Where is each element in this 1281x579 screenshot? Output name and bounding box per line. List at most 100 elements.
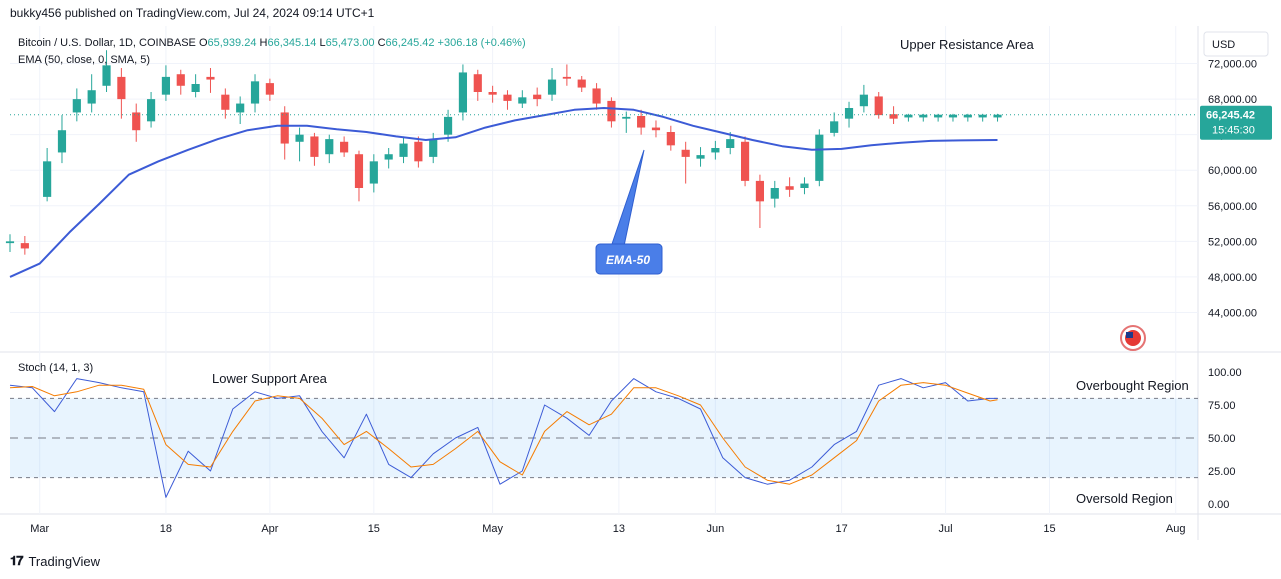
candle-body [429,139,438,157]
candle-body [815,134,824,181]
candle-body [325,139,334,155]
candle-body [340,141,349,153]
time-tick-label: 15 [1043,523,1055,535]
upper-resistance-annotation: Upper Resistance Area [900,37,1034,52]
tradingview-logo-icon: 𝟏𝟕 [10,553,24,568]
ema-legend: EMA (50, close, 0, SMA, 5) [18,54,150,66]
candle-body [146,99,156,122]
legend-value: +306.18 (+0.46%) [438,37,526,49]
ema-callout-box [595,243,663,275]
legend-value: C [378,37,386,49]
candle-body [830,121,839,133]
time-tick-label: Apr [261,523,278,535]
candle-body [414,141,423,162]
stoch-d-line [9,382,998,485]
legend-value: O [199,37,208,49]
ema-callout-label: EMA-50 [606,253,650,267]
candle-body [755,180,765,202]
candle-body [948,114,958,118]
candle-body [488,92,497,95]
candle-body [681,149,690,157]
candle-body [132,112,141,131]
stoch-k-line [9,378,998,498]
candle-body [473,74,482,92]
candle-body [919,114,928,118]
last-price-tag [1200,105,1272,140]
time-tick-label: 15 [368,523,380,535]
candle-body [354,154,364,188]
candle-body [399,143,408,157]
legend-value: L [319,37,325,49]
stoch-legend: Stoch (14, 1, 3) [18,362,93,374]
candle-body [443,116,453,135]
legend-value: 65,473.00 [326,37,378,49]
time-tick-label: 17 [835,523,847,535]
candle-body [384,154,393,160]
stoch-tick-label: 0.00 [1208,499,1229,511]
candle-body [622,116,631,119]
legend-value: Bitcoin / U.S. Dollar, 1D, COINBASE [18,37,199,49]
candle-body [934,114,943,118]
time-tick-label: 13 [613,523,625,535]
candle-body [547,79,557,95]
candle-body [206,76,215,80]
candle-body [770,188,779,199]
chart-area[interactable]: 72,000.0068,000.0064,000.0060,000.0056,0… [0,26,1281,540]
candle-body [726,139,735,148]
chart-svg[interactable]: 72,000.0068,000.0064,000.0060,000.0056,0… [0,26,1281,540]
price-tick-label: 68,000.00 [1208,94,1257,106]
last-price-label: 66,245.42 [1206,110,1255,122]
candle-body [696,155,705,159]
candle-body [43,161,52,197]
candle-body [518,97,527,104]
candle-body [904,114,913,118]
time-tick-label: May [482,523,503,535]
stoch-tick-label: 75.00 [1208,400,1236,412]
time-tick-label: Mar [30,523,49,535]
candle-body [117,76,126,100]
candle-body [993,114,1002,118]
candle-body [562,76,571,79]
oversold-annotation: Oversold Region [1076,491,1173,506]
candle-body [577,79,586,88]
overbought-annotation: Overbought Region [1076,378,1189,393]
candle-body [874,96,883,116]
price-tick-label: 52,000.00 [1208,236,1257,248]
candle-body [57,130,67,153]
candle-body [637,116,646,128]
candle-body [503,94,512,101]
legend-value: 65,939.24 [208,37,260,49]
legend-value: H [260,37,268,49]
stoch-tick-label: 25.00 [1208,466,1236,478]
tradingview-logo[interactable]: 𝟏𝟕 TradingView [10,553,100,569]
legend-value: 66,345.14 [267,37,319,49]
candle-body [20,243,29,249]
currency-box [1203,31,1269,57]
candle-body [221,94,230,110]
candle-body [265,83,274,95]
currency-label: USD [1212,39,1235,51]
candle-body [711,148,720,153]
candle-body [280,112,289,144]
candle-body [458,72,468,113]
candle-body [533,94,542,100]
candle-body [889,114,898,119]
tradingview-brand: TradingView [28,553,101,569]
candle-body [592,88,601,104]
candle-body [102,65,111,86]
lower-support-annotation: Lower Support Area [212,371,328,386]
candle-body [785,186,794,190]
countdown-label: 15:45:30 [1212,125,1255,137]
time-tick-label: Jun [707,523,725,535]
candle-body [87,90,96,104]
candle-body [236,103,245,113]
price-tick-label: 56,000.00 [1208,201,1257,213]
candle-body [978,114,987,118]
candle-body [607,100,616,122]
candle-body [310,136,319,157]
candle-body [963,114,972,118]
symbol-legend: Bitcoin / U.S. Dollar, 1D, COINBASE O65,… [18,37,526,49]
stoch-tick-label: 50.00 [1208,433,1236,445]
candle-body [5,241,15,244]
candle-body [666,132,675,146]
